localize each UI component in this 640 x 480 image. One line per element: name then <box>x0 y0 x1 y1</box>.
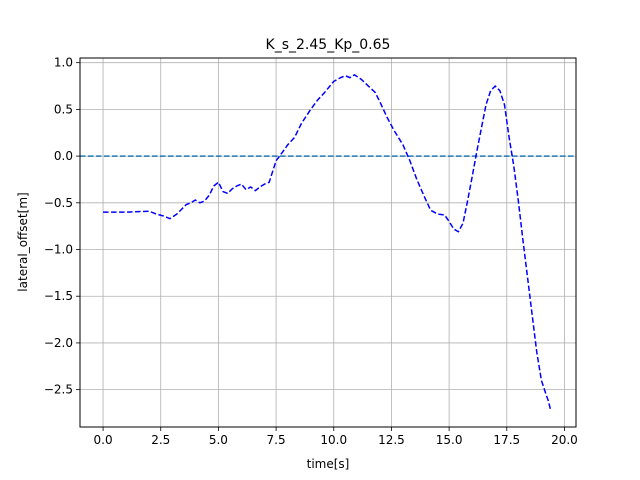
x-tick-label: 15.0 <box>436 433 463 447</box>
y-axis-ticks: 1.0 0.5 0.0 −0.5 −1.0 −1.5 −2.0 −2.5 <box>44 56 80 397</box>
x-tick-label: 10.0 <box>320 433 347 447</box>
y-tick-label: −1.5 <box>44 289 73 303</box>
x-tick-label: 17.5 <box>493 433 520 447</box>
y-tick-label: −1.0 <box>44 243 73 257</box>
y-tick-label: −0.5 <box>44 196 73 210</box>
y-tick-label: −2.5 <box>44 383 73 397</box>
x-tick-label: 7.5 <box>267 433 286 447</box>
x-axis-ticks: 0.0 2.5 5.0 7.5 10.0 12.5 15.0 17.5 20.0 <box>94 427 578 447</box>
x-tick-label: 12.5 <box>378 433 405 447</box>
y-tick-label: 0.5 <box>54 102 73 116</box>
series-line <box>103 74 552 411</box>
x-tick-label: 20.0 <box>551 433 578 447</box>
x-axis-label: time[s] <box>307 457 350 471</box>
chart-title: K_s_2.45_Kp_0.65 <box>266 37 391 53</box>
y-axis-label: lateral_offset[m] <box>16 192 30 291</box>
x-tick-label: 0.0 <box>94 433 113 447</box>
y-tick-label: 1.0 <box>54 56 73 70</box>
x-tick-label: 5.0 <box>209 433 228 447</box>
plot-frame <box>79 57 577 428</box>
x-tick-label: 2.5 <box>151 433 170 447</box>
y-tick-label: −2.0 <box>44 336 73 350</box>
y-tick-label: 0.0 <box>54 149 73 163</box>
